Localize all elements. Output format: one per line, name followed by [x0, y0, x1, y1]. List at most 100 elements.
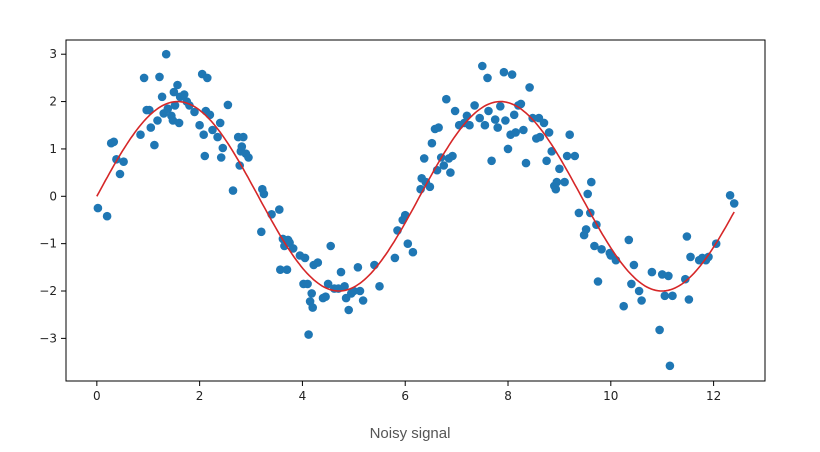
data-point [203, 73, 212, 83]
data-point [450, 106, 460, 116]
data-point [511, 128, 520, 137]
data-point [682, 232, 692, 241]
data-point [213, 132, 222, 142]
data-point [668, 291, 677, 301]
data-point [237, 142, 247, 151]
data-point [223, 100, 233, 110]
data-point [425, 182, 435, 192]
data-point [681, 274, 690, 284]
data-point [535, 132, 545, 142]
data-point [313, 258, 323, 267]
data-point [480, 120, 490, 130]
data-point [507, 70, 517, 79]
data-point [218, 143, 228, 153]
data-point [161, 49, 171, 59]
data-point [215, 118, 225, 128]
data-point [593, 277, 603, 286]
data-point [170, 101, 180, 110]
data-point [574, 208, 584, 218]
data-point [516, 99, 526, 109]
data-point [501, 116, 510, 125]
scatter-points [93, 49, 739, 371]
data-point [390, 253, 400, 263]
data-point [375, 282, 384, 291]
data-point [276, 265, 285, 275]
data-point [228, 186, 238, 195]
data-point [340, 282, 349, 291]
x-tick-label: 6 [401, 389, 409, 403]
x-tick-label: 12 [706, 389, 721, 403]
data-point [552, 177, 562, 187]
x-tick-label: 10 [603, 389, 618, 403]
data-point [275, 205, 284, 214]
data-point [525, 83, 534, 92]
data-point [551, 184, 561, 194]
data-point [664, 271, 673, 281]
x-tick-label: 4 [299, 389, 307, 403]
data-point [634, 286, 644, 296]
data-point [307, 289, 317, 298]
data-point [434, 123, 443, 132]
data-point [684, 295, 694, 304]
chart-caption: Noisy signal [369, 425, 451, 442]
data-point [539, 118, 549, 128]
data-point [475, 113, 485, 123]
data-point [519, 125, 528, 135]
data-point [629, 260, 639, 270]
data-point [157, 92, 167, 102]
data-point [487, 156, 496, 166]
y-tick-label: 0 [49, 189, 57, 203]
data-point [408, 247, 418, 257]
data-point [174, 118, 184, 128]
data-point [115, 169, 125, 179]
data-point [655, 325, 664, 335]
data-point [321, 292, 330, 302]
y-tick-label: 1 [49, 142, 57, 156]
data-point [355, 286, 365, 296]
x-axis-ticks: 0 2 4 6 8 10 12 [93, 381, 721, 403]
data-point [637, 296, 646, 305]
data-point [521, 158, 531, 168]
data-point [169, 87, 179, 97]
data-point [565, 130, 574, 139]
x-tick-label: 2 [196, 389, 204, 403]
data-point [570, 151, 580, 161]
y-tick-label: −3 [39, 331, 57, 345]
data-point [478, 61, 487, 71]
data-point [199, 130, 208, 139]
data-point [465, 120, 474, 130]
data-point [509, 110, 519, 120]
data-point [448, 151, 457, 161]
data-point [153, 116, 162, 125]
data-point [150, 140, 159, 150]
data-point [446, 168, 455, 177]
data-point [542, 156, 551, 166]
data-point [470, 101, 479, 110]
data-point [544, 128, 554, 137]
data-point [93, 203, 103, 213]
data-point [102, 211, 112, 221]
data-point [190, 107, 199, 117]
data-point [583, 189, 592, 199]
data-point [665, 361, 675, 371]
data-point [308, 303, 318, 312]
data-point [597, 245, 606, 254]
data-point [173, 80, 182, 90]
data-point [590, 241, 599, 251]
data-point [323, 279, 333, 289]
y-tick-label: 3 [49, 47, 57, 61]
data-point [179, 90, 189, 99]
data-point [282, 265, 292, 275]
data-point [587, 177, 596, 187]
data-point [358, 296, 368, 305]
data-point [136, 130, 145, 139]
data-point [499, 67, 509, 77]
data-point [439, 161, 449, 170]
data-point [119, 157, 128, 166]
data-point [686, 252, 695, 262]
data-point [139, 73, 149, 83]
data-point [725, 191, 735, 200]
x-tick-label: 8 [504, 389, 512, 403]
data-point [555, 164, 564, 174]
